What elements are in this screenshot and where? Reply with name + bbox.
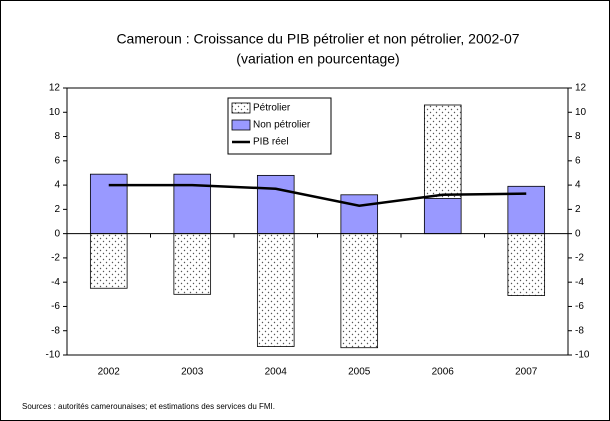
legend-swatch — [231, 102, 251, 114]
chart-subtitle: (variation en pourcentage) — [236, 51, 399, 67]
bar — [340, 233, 379, 349]
y2-tick-label: 12 — [575, 83, 587, 94]
y-tick-label: 8 — [54, 131, 60, 142]
bar — [89, 233, 128, 289]
legend-swatch — [231, 119, 251, 131]
bar — [256, 174, 295, 235]
y2-tick-label: 0 — [575, 228, 581, 239]
y2-tick-label: 10 — [575, 107, 587, 118]
bar — [89, 173, 128, 235]
y-tick-label: 4 — [54, 180, 60, 191]
bar — [507, 233, 546, 296]
y2-tick-label: -8 — [575, 325, 584, 336]
y2-tick-label: -2 — [575, 253, 584, 264]
chart-title: Cameroun : Croissance du PIB pétrolier e… — [116, 31, 519, 47]
y-tick-label: 2 — [54, 204, 60, 215]
y2-tick-label: -4 — [575, 277, 584, 288]
y-tick-label: -6 — [51, 301, 60, 312]
y-tick-label: -8 — [51, 325, 60, 336]
legend-label: Non pétrolier — [253, 120, 311, 131]
y-tick-label: 12 — [49, 83, 61, 94]
y-tick-label: -4 — [51, 277, 60, 288]
bar — [256, 233, 295, 347]
bar — [340, 194, 379, 235]
legend-label: Pétrolier — [253, 103, 291, 114]
x-tick-label: 2007 — [515, 367, 538, 378]
x-tick-label: 2003 — [181, 367, 204, 378]
x-tick-label: 2002 — [98, 367, 121, 378]
y2-tick-label: 8 — [575, 131, 581, 142]
x-tick-label: 2006 — [432, 367, 455, 378]
y-tick-label: 6 — [54, 155, 60, 166]
y2-tick-label: -6 — [575, 301, 584, 312]
x-tick-label: 2004 — [265, 367, 288, 378]
bar — [173, 233, 212, 295]
source: Sources : autorités camerounaises; et es… — [22, 402, 275, 411]
legend-label: PIB réel — [253, 137, 289, 148]
y2-tick-label: 6 — [575, 155, 581, 166]
x-tick-label: 2005 — [348, 367, 371, 378]
bar — [173, 173, 212, 235]
y-tick-label: -10 — [46, 350, 61, 361]
y2-tick-label: -10 — [575, 350, 590, 361]
line — [108, 183, 527, 207]
y-tick-label: 10 — [49, 107, 61, 118]
plot-border — [66, 87, 569, 356]
y-tick-label: 0 — [54, 228, 60, 239]
y2-tick-label: 4 — [575, 180, 581, 191]
y-tick-label: -2 — [51, 253, 60, 264]
bar — [423, 198, 462, 235]
y2-tick-label: 2 — [575, 204, 581, 215]
